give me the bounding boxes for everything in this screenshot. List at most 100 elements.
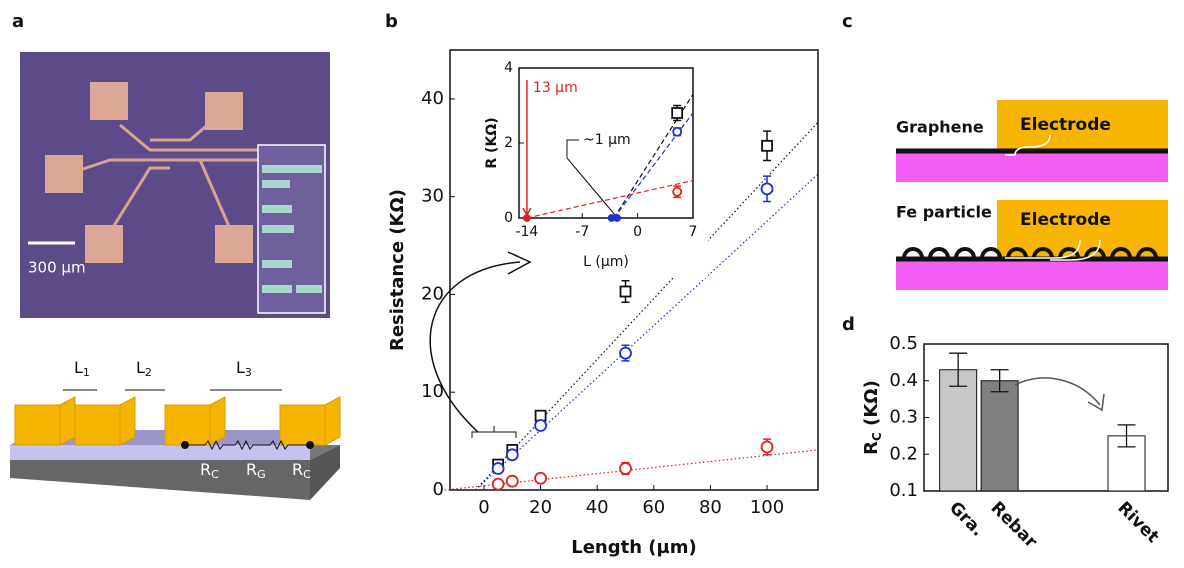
- label-sub: 1: [83, 366, 90, 379]
- y-tick-label: 4: [504, 60, 513, 76]
- data-point: [619, 462, 632, 475]
- panel-label: a: [12, 11, 24, 32]
- error-bar: [949, 352, 968, 387]
- x-tick-label: 40: [586, 497, 609, 518]
- y-tick-label: 0: [504, 210, 513, 226]
- panel-label: b: [385, 11, 398, 32]
- data-point: [613, 214, 621, 222]
- panel-label: c: [842, 11, 853, 32]
- x-tick-label: 20: [529, 497, 552, 518]
- y-tick-label: 10: [421, 381, 444, 402]
- data-point: [505, 448, 519, 462]
- data-point: [760, 182, 774, 196]
- plot-frame: [449, 49, 819, 491]
- x-tick-label: Gra.: [945, 498, 988, 541]
- y-axis-label: RC (KΩ): [861, 380, 884, 455]
- device-schematic: L1 L2 L3 RC RG RC: [10, 358, 341, 500]
- data-point: [761, 139, 773, 152]
- x-tick-label: 7: [689, 224, 698, 240]
- label-main: R: [246, 460, 257, 479]
- data-point: [672, 126, 683, 137]
- annotation-arrow: [566, 139, 616, 216]
- fit-line: [613, 112, 694, 219]
- length-label: L1: [74, 358, 90, 380]
- y-tick-label: 20: [421, 283, 444, 304]
- y-tick-label: 30: [421, 186, 444, 207]
- inset-background: [469, 58, 708, 278]
- electrode-label: Electrode: [1020, 210, 1111, 230]
- label-sub: 2: [145, 366, 152, 379]
- electrode-label: Electrode: [1020, 115, 1111, 135]
- y-tick-label: 2: [504, 135, 513, 151]
- fit-line: [444, 449, 819, 491]
- x-tick-label: 0: [478, 497, 489, 518]
- data-point: [491, 462, 505, 475]
- material-label: Fe particle: [896, 203, 992, 222]
- x-tick-label: 60: [642, 497, 665, 518]
- label-main: L: [74, 358, 83, 377]
- x-tick-label: -7: [575, 224, 589, 240]
- y-tick-label: 0.2: [889, 443, 918, 464]
- y-tick-label: 0.3: [889, 407, 918, 428]
- callout-arrow: [1014, 377, 1105, 412]
- data-point: [534, 419, 547, 432]
- resistor-label: RC: [292, 460, 311, 482]
- bar: [980, 380, 1019, 492]
- x-tick-label: -14: [515, 224, 538, 240]
- panel-label: d: [842, 314, 855, 335]
- y-axis-label: Resistance (KΩ): [387, 189, 408, 351]
- y-tick-label: 40: [421, 88, 444, 109]
- data-point: [619, 285, 632, 298]
- data-point: [491, 477, 505, 491]
- x-tick-label: 0: [633, 224, 642, 240]
- y-axis-label-part: R: [861, 441, 882, 455]
- label-main: L: [236, 358, 245, 377]
- length-label: L2: [136, 358, 152, 380]
- resistor-label: RG: [246, 460, 266, 482]
- data-point: [760, 440, 774, 454]
- label-sub: G: [257, 468, 266, 481]
- bracket: [471, 426, 517, 438]
- y-tick-label: 0.1: [889, 480, 918, 501]
- label-sub: C: [303, 468, 311, 481]
- fit-line: [526, 179, 694, 219]
- label-main: R: [292, 460, 303, 479]
- x-tick-label: 80: [699, 497, 722, 518]
- x-axis-label: L (µm): [583, 254, 629, 270]
- resistor-label: RC: [200, 460, 219, 482]
- fit-line: [475, 173, 819, 491]
- label-sub: C: [211, 468, 219, 481]
- length-label: L3: [236, 358, 252, 380]
- bar: [939, 369, 978, 492]
- label-sub: 3: [245, 366, 252, 379]
- error-bar: [990, 369, 1009, 393]
- label-main: R: [200, 460, 211, 479]
- data-point: [505, 474, 519, 488]
- scale-bar-label: 300 µm: [28, 259, 86, 277]
- y-axis-label-part: (KΩ): [861, 380, 882, 432]
- micrograph: 300 µm: [20, 52, 330, 318]
- x-axis-label: Length (µm): [571, 537, 697, 558]
- material-label: Graphene: [896, 118, 984, 137]
- annotation-arrow: [522, 80, 532, 217]
- y-axis-label-part: C: [870, 432, 884, 441]
- y-tick-label: 0: [433, 479, 444, 500]
- y-tick-label: 0.5: [889, 333, 918, 354]
- data-point: [671, 107, 684, 119]
- data-point: [534, 471, 547, 485]
- annotation: ~1 µm: [583, 132, 631, 148]
- x-tick-label: 100: [750, 497, 784, 518]
- x-tick-label: Rebar: [987, 498, 1042, 553]
- label-main: L: [136, 358, 145, 377]
- data-point: [672, 186, 683, 197]
- y-tick-label: 0.4: [889, 370, 918, 391]
- data-point: [619, 346, 632, 360]
- x-tick-label: Rivet: [1113, 498, 1162, 547]
- y-axis-label: R (KΩ): [484, 117, 500, 168]
- contact-schematic: Graphene Electrode Fe particle Electrode: [896, 100, 1168, 290]
- error-bar: [1117, 424, 1136, 448]
- callout-arrow: [429, 251, 532, 433]
- annotation: 13 µm: [533, 80, 578, 96]
